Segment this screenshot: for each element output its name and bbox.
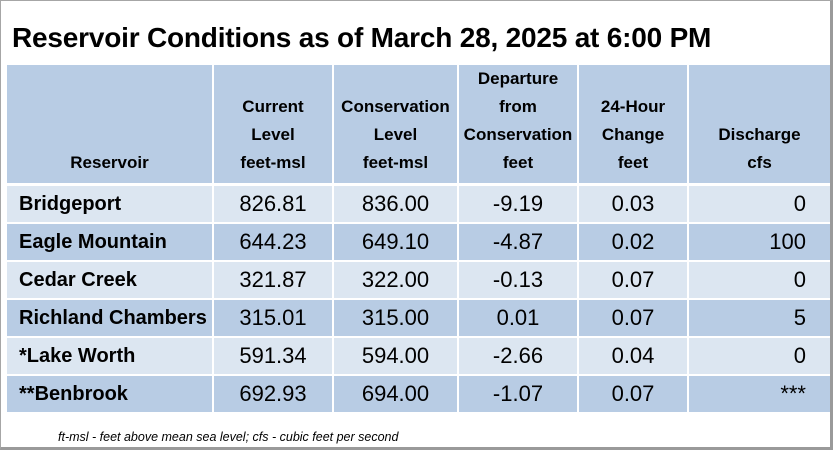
change-cell: 0.03 — [578, 183, 689, 223]
column-header-line: feet-msl — [240, 153, 306, 172]
departure-cell: -1.07 — [458, 374, 579, 412]
column-header-line: Discharge — [718, 125, 801, 144]
column-header-line: Change — [601, 125, 665, 144]
column-header: Discharge cfs — [688, 65, 830, 185]
reservoir-name-cell: **Benbrook — [7, 374, 214, 412]
departure-cell: -2.66 — [458, 336, 579, 375]
change-cell: 0.07 — [578, 374, 689, 412]
departure-cell: -9.19 — [458, 183, 579, 223]
column-header-line: 24-Hour — [600, 97, 666, 116]
departure-cell: 0.01 — [458, 298, 579, 337]
discharge-cell: 0 — [688, 183, 830, 223]
reservoir-name-cell: Bridgeport — [7, 183, 214, 223]
column-header-line: Conservation — [341, 97, 450, 116]
current-level-cell: 692.93 — [213, 374, 334, 412]
column-header-line: from — [499, 97, 537, 116]
table-row: **Benbrook 692.93 694.00 -1.07 0.07 *** — [7, 374, 830, 412]
discharge-cell: 5 — [688, 298, 830, 337]
column-header-line: Current — [242, 97, 304, 116]
page-title: Reservoir Conditions as of March 28, 202… — [12, 22, 712, 53]
current-level-cell: 644.23 — [213, 222, 334, 261]
column-header: 24-Hour Change feet — [578, 65, 689, 185]
column-header: Current Level feet-msl — [213, 65, 334, 185]
reservoir-table: Reservoir Current Level feet-msl Conservatio… — [7, 65, 830, 412]
discharge-cell: 0 — [688, 260, 830, 299]
table-body: Bridgeport 826.81 836.00 -9.19 0.03 0 Eagle Mo… — [7, 183, 830, 412]
change-cell: 0.07 — [578, 298, 689, 337]
column-header: Departure from Conservation feet — [458, 65, 579, 185]
table-row: Eagle Mountain 644.23 649.10 -4.87 0.02 100 — [7, 222, 830, 261]
table-row: *Lake Worth 591.34 594.00 -2.66 0.04 0 — [7, 336, 830, 375]
current-level-cell: 315.01 — [213, 298, 334, 337]
current-level-cell: 321.87 — [213, 260, 334, 299]
conservation-level-cell: 594.00 — [333, 336, 459, 375]
conservation-level-cell: 649.10 — [333, 222, 459, 261]
column-header: Conservation Level feet-msl — [333, 65, 459, 185]
departure-cell: -4.87 — [458, 222, 579, 261]
discharge-cell: 0 — [688, 336, 830, 375]
footnote: ft-msl - feet above mean sea level; cfs … — [58, 430, 399, 444]
table-row: Bridgeport 826.81 836.00 -9.19 0.03 0 — [7, 183, 830, 223]
discharge-cell: *** — [688, 374, 830, 412]
current-level-cell: 826.81 — [213, 183, 334, 223]
current-level-cell: 591.34 — [213, 336, 334, 375]
column-header-line: Level — [251, 125, 295, 144]
change-cell: 0.07 — [578, 260, 689, 299]
discharge-cell: 100 — [688, 222, 830, 261]
column-header-line: Reservoir — [70, 153, 149, 172]
column-header-line: Level — [373, 125, 418, 144]
column-header-line: Departure — [477, 69, 559, 88]
table-row: Cedar Creek 321.87 322.00 -0.13 0.07 0 — [7, 260, 830, 299]
table-row: Richland Chambers 315.01 315.00 0.01 0.07 5 — [7, 298, 830, 337]
column-header: Reservoir — [7, 65, 214, 185]
column-header-line: feet — [617, 153, 649, 172]
conservation-level-cell: 322.00 — [333, 260, 459, 299]
reservoir-name-cell: Richland Chambers — [7, 298, 214, 337]
change-cell: 0.04 — [578, 336, 689, 375]
table-header: Reservoir Current Level feet-msl Conservatio… — [7, 65, 830, 185]
column-header-line: cfs — [747, 153, 772, 172]
reservoir-name-cell: Eagle Mountain — [7, 222, 214, 261]
conservation-level-cell: 694.00 — [333, 374, 459, 412]
column-header-line: feet — [502, 153, 534, 172]
change-cell: 0.02 — [578, 222, 689, 261]
column-header-line: Conservation — [463, 125, 573, 144]
header-row: Reservoir Current Level feet-msl Conservatio… — [7, 65, 830, 185]
departure-cell: -0.13 — [458, 260, 579, 299]
reservoir-name-cell: Cedar Creek — [7, 260, 214, 299]
column-header-line: feet-msl — [362, 153, 429, 172]
reservoir-name-cell: *Lake Worth — [7, 336, 214, 375]
conservation-level-cell: 315.00 — [333, 298, 459, 337]
conservation-level-cell: 836.00 — [333, 183, 459, 223]
